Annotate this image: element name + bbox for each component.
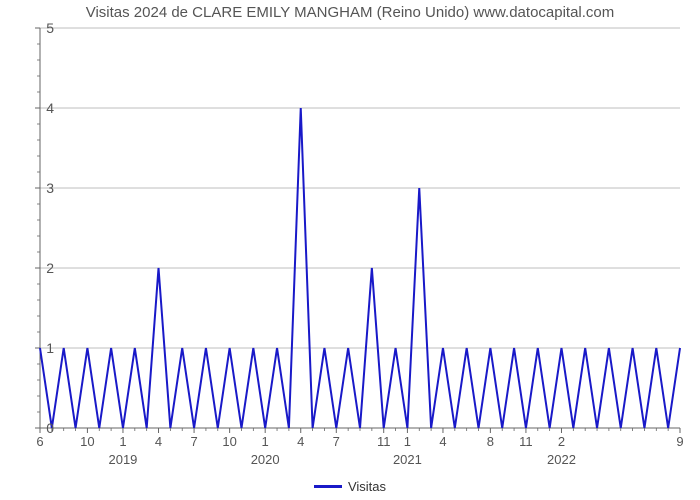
x-tick-label: 1 [108,434,138,449]
x-tick-label: 7 [179,434,209,449]
x-tick-label: 6 [25,434,55,449]
x-tick-label: 4 [286,434,316,449]
x-tick-label: 4 [428,434,458,449]
chart-title: Visitas 2024 de CLARE EMILY MANGHAM (Rei… [0,4,700,21]
x-tick-label: 10 [215,434,245,449]
y-tick-label: 4 [34,100,54,116]
y-tick-label: 2 [34,260,54,276]
x-tick-label: 10 [72,434,102,449]
x-tick-label: 7 [321,434,351,449]
x-year-label: 2020 [245,452,285,467]
x-tick-label: 1 [250,434,280,449]
x-tick-label: 1 [392,434,422,449]
y-tick-label: 5 [34,20,54,36]
x-tick-label: 4 [144,434,174,449]
y-tick-label: 1 [34,340,54,356]
x-tick-label: 9 [665,434,695,449]
y-tick-label: 3 [34,180,54,196]
x-year-label: 2021 [387,452,427,467]
legend: Visitas [0,478,700,494]
x-tick-label: 2 [546,434,576,449]
chart-container: Visitas 2024 de CLARE EMILY MANGHAM (Rei… [0,0,700,500]
chart-plot [40,28,680,428]
legend-label: Visitas [348,479,386,494]
x-tick-label: 11 [511,434,541,449]
x-year-label: 2022 [541,452,581,467]
x-tick-label: 8 [475,434,505,449]
x-year-label: 2019 [103,452,143,467]
legend-swatch [314,485,342,488]
